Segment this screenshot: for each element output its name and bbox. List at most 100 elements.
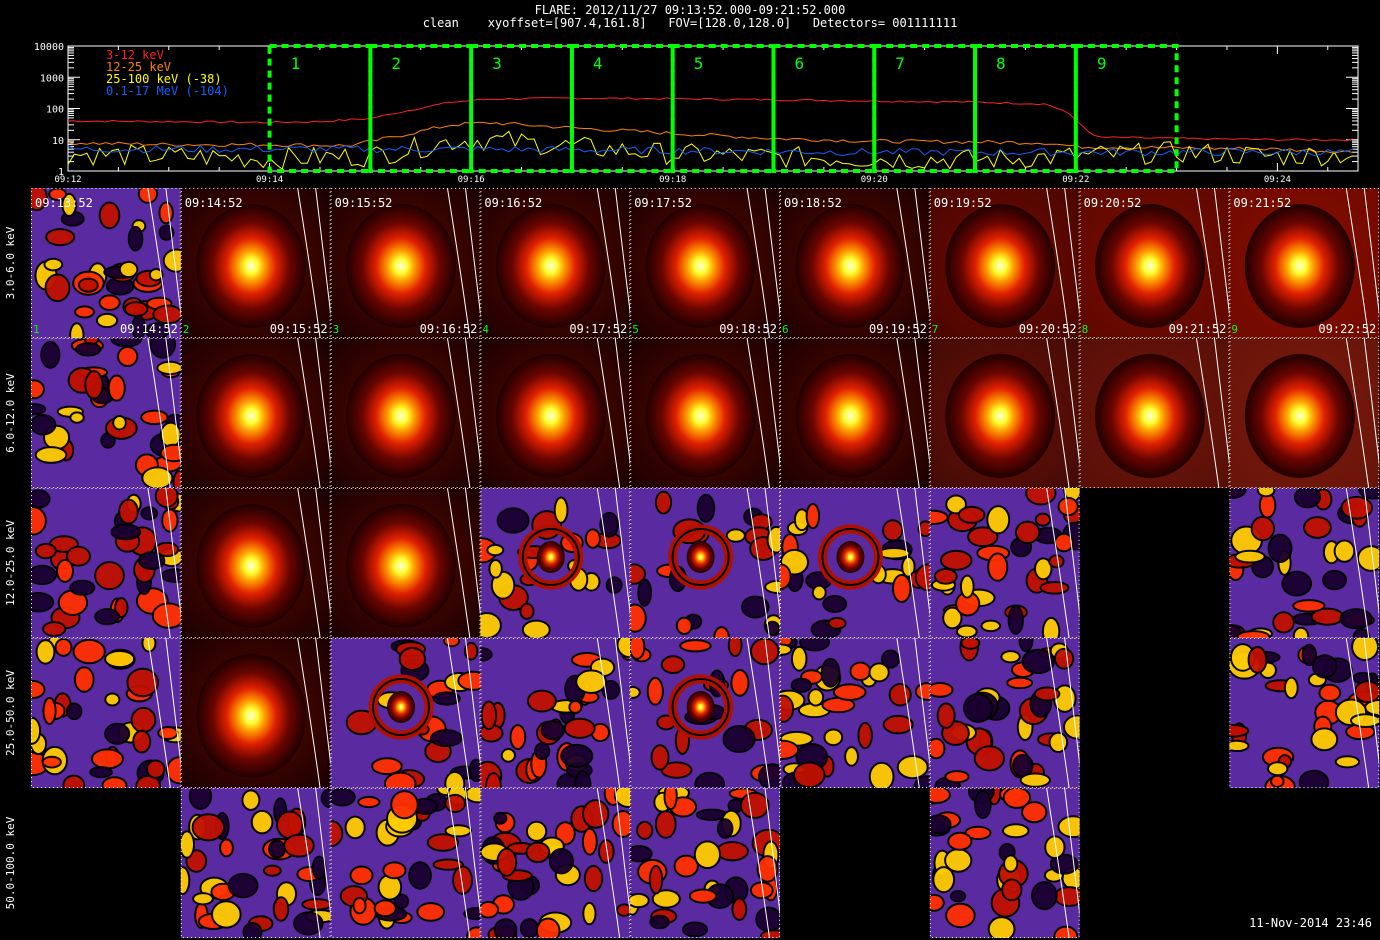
noise-blob — [613, 788, 631, 809]
noise-blob — [630, 685, 641, 699]
noise-blob — [959, 574, 975, 599]
noise-blob — [330, 788, 356, 807]
image-panel: 09:20:52 09:21:52 8 — [1079, 188, 1230, 338]
noise-blob — [408, 861, 432, 890]
noise-blob — [158, 224, 175, 241]
noise-blob — [560, 743, 594, 768]
noise-blob — [69, 579, 96, 596]
panel-frame — [480, 188, 631, 338]
limb-arc — [746, 188, 771, 338]
noise-blob — [140, 409, 169, 426]
image-panel: 09:17:52 09:18:52 5 — [630, 188, 781, 338]
limb-arc — [297, 488, 321, 638]
noise-blob — [56, 558, 75, 583]
noise-blob — [1256, 488, 1276, 498]
noise-blob — [877, 546, 911, 560]
noise-blob — [929, 893, 945, 912]
source-core — [196, 654, 307, 778]
noise-blob — [35, 639, 56, 665]
limb-arc — [464, 488, 481, 618]
panel-frame — [780, 338, 930, 488]
noise-blob — [31, 680, 46, 699]
image-panel: 09:18:52 09:19:52 6 — [780, 188, 930, 338]
limb-arc — [1046, 338, 1070, 488]
noise-blob — [534, 742, 551, 761]
panel-start-time: 09:17:52 — [634, 196, 692, 210]
panel-number: 3 — [333, 323, 340, 336]
limb-arc — [1363, 188, 1380, 318]
noise-blob — [84, 370, 104, 400]
noise-blob — [660, 655, 686, 675]
noise-blob — [1003, 854, 1019, 873]
noise-blob — [89, 766, 113, 779]
noise-blob — [917, 520, 930, 538]
noise-blob — [882, 714, 914, 735]
noise-blob — [945, 494, 967, 515]
limb-arc — [1213, 338, 1230, 468]
noise-blob — [1318, 683, 1342, 703]
noise-blob — [148, 267, 164, 282]
noise-blob — [605, 576, 623, 594]
noise-blob — [563, 717, 596, 739]
noise-blob — [104, 722, 131, 745]
limb-arc — [896, 638, 920, 788]
image-panel — [630, 488, 781, 638]
noise-blob — [936, 702, 956, 729]
noise-blob — [933, 567, 958, 585]
noise-blob — [383, 771, 417, 788]
noise-blob — [525, 820, 548, 842]
x-tick-label: 09:14 — [256, 175, 283, 185]
image-panel — [630, 338, 781, 488]
noise-blob — [382, 861, 407, 880]
image-panel — [480, 788, 631, 938]
noise-blob — [749, 638, 780, 666]
noise-blob — [727, 638, 743, 658]
limb-arc — [1345, 338, 1370, 488]
noise-blob — [1340, 495, 1374, 520]
y-tick-label: 10 — [52, 136, 64, 147]
image-panel — [330, 338, 481, 488]
limb-arc — [896, 488, 920, 638]
noise-blob — [820, 657, 841, 688]
interval-label: 1 — [291, 54, 301, 73]
noise-blob — [1352, 628, 1371, 638]
limb-arc — [1345, 638, 1370, 788]
limb-arc — [614, 488, 631, 618]
limb-arc — [914, 638, 930, 768]
noise-blob — [1293, 488, 1322, 509]
image-panel: 09:19:52 09:20:52 7 — [929, 188, 1080, 338]
limb-arc — [914, 188, 930, 318]
image-panel — [1229, 488, 1380, 638]
noise-blob — [480, 611, 502, 638]
series-line — [67, 121, 1354, 154]
noise-blob — [45, 228, 76, 247]
y-tick-label: 100 — [46, 105, 64, 116]
image-panel — [780, 488, 930, 638]
noise-blob — [430, 729, 463, 748]
noise-blob — [679, 639, 712, 653]
noise-blob — [654, 490, 673, 515]
noise-blob — [54, 638, 73, 657]
noise-blob — [149, 338, 177, 359]
plot-title-line-2: clean xyoffset=[907.4,161.8] FOV=[128.0,… — [422, 16, 958, 30]
noise-blob — [157, 726, 179, 740]
noise-blob — [716, 818, 734, 839]
noise-blob — [1281, 570, 1313, 597]
noise-blob — [1334, 755, 1361, 769]
interval-box — [771, 44, 877, 173]
limb-arc — [464, 338, 481, 468]
noise-blob — [219, 838, 234, 858]
noise-blob — [42, 621, 67, 637]
interval-label: 8 — [996, 54, 1006, 73]
noise-blob — [43, 257, 64, 272]
noise-blob — [630, 638, 646, 660]
source-core — [795, 204, 906, 328]
limb-arc — [464, 188, 481, 318]
limb-arc — [147, 188, 171, 338]
limb-arc — [1195, 188, 1220, 338]
noise-blob — [688, 888, 718, 904]
interval-box — [973, 44, 1078, 173]
limb-arc — [596, 338, 621, 488]
noise-blob — [1001, 878, 1023, 902]
